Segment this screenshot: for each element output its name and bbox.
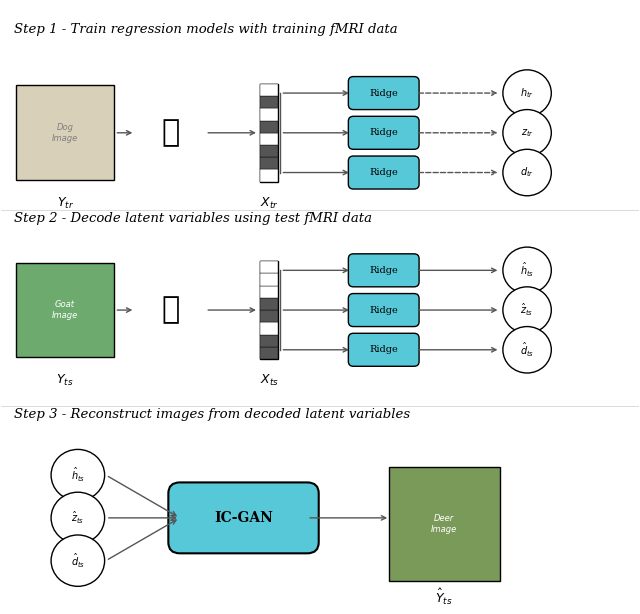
Bar <box>260 335 278 347</box>
Text: 🧠: 🧠 <box>161 119 179 147</box>
Text: Deer
Image: Deer Image <box>431 515 458 534</box>
Text: $Y_{tr}$: $Y_{tr}$ <box>56 195 74 211</box>
Circle shape <box>503 70 551 116</box>
FancyBboxPatch shape <box>348 254 419 287</box>
FancyBboxPatch shape <box>348 293 419 327</box>
Text: Ridge: Ridge <box>369 128 398 138</box>
Bar <box>260 261 278 359</box>
Bar <box>260 310 278 322</box>
FancyBboxPatch shape <box>16 263 115 357</box>
Text: IC-GAN: IC-GAN <box>214 511 273 525</box>
Text: $z_{tr}$: $z_{tr}$ <box>520 127 534 139</box>
Text: $X_{tr}$: $X_{tr}$ <box>260 195 278 211</box>
FancyBboxPatch shape <box>348 333 419 367</box>
Circle shape <box>503 109 551 156</box>
FancyBboxPatch shape <box>348 156 419 189</box>
Text: Ridge: Ridge <box>369 306 398 314</box>
Text: $Y_{ts}$: $Y_{ts}$ <box>56 373 74 388</box>
Text: $d_{tr}$: $d_{tr}$ <box>520 166 534 179</box>
Bar <box>260 322 278 335</box>
Circle shape <box>503 327 551 373</box>
Bar <box>260 145 278 157</box>
Text: Ridge: Ridge <box>369 266 398 275</box>
Bar <box>260 273 278 286</box>
Bar <box>260 96 278 108</box>
FancyBboxPatch shape <box>348 116 419 149</box>
Text: Step 1 - Train regression models with training fMRI data: Step 1 - Train regression models with tr… <box>14 23 397 36</box>
Text: Ridge: Ridge <box>369 345 398 354</box>
Text: $h_{tr}$: $h_{tr}$ <box>520 86 534 100</box>
Bar <box>260 347 278 359</box>
FancyBboxPatch shape <box>168 483 319 553</box>
Text: Dog
Image: Dog Image <box>52 123 78 142</box>
Text: $\hat{h}_{ts}$: $\hat{h}_{ts}$ <box>70 466 85 484</box>
Bar <box>260 108 278 120</box>
Text: Goat
Image: Goat Image <box>52 300 78 320</box>
Circle shape <box>51 492 104 543</box>
Circle shape <box>51 449 104 501</box>
Circle shape <box>503 149 551 196</box>
Bar <box>260 286 278 298</box>
FancyBboxPatch shape <box>348 77 419 109</box>
Text: $\hat{h}_{ts}$: $\hat{h}_{ts}$ <box>520 262 534 279</box>
Bar <box>260 298 278 310</box>
Text: Step 3 - Reconstruct images from decoded latent variables: Step 3 - Reconstruct images from decoded… <box>14 408 410 421</box>
Text: $\hat{Y}_{ts}$: $\hat{Y}_{ts}$ <box>435 587 453 607</box>
Bar <box>260 84 278 96</box>
Bar <box>260 133 278 145</box>
Text: 🧠: 🧠 <box>161 295 179 325</box>
Text: $\hat{d}_{ts}$: $\hat{d}_{ts}$ <box>520 341 534 359</box>
Bar <box>260 84 278 182</box>
Text: $\hat{d}_{ts}$: $\hat{d}_{ts}$ <box>70 551 85 570</box>
Circle shape <box>503 247 551 293</box>
Text: Ridge: Ridge <box>369 168 398 177</box>
Text: Ridge: Ridge <box>369 88 398 98</box>
Bar <box>260 169 278 182</box>
Text: $\hat{z}_{ts}$: $\hat{z}_{ts}$ <box>71 510 84 526</box>
Bar <box>260 157 278 169</box>
Circle shape <box>503 287 551 333</box>
Text: $\hat{z}_{ts}$: $\hat{z}_{ts}$ <box>520 302 534 318</box>
FancyBboxPatch shape <box>16 85 115 180</box>
Circle shape <box>51 535 104 586</box>
Text: Step 2 - Decode latent variables using test fMRI data: Step 2 - Decode latent variables using t… <box>14 212 372 225</box>
FancyBboxPatch shape <box>388 467 500 580</box>
Text: $X_{ts}$: $X_{ts}$ <box>260 373 278 388</box>
Bar <box>260 261 278 273</box>
Bar <box>260 120 278 133</box>
